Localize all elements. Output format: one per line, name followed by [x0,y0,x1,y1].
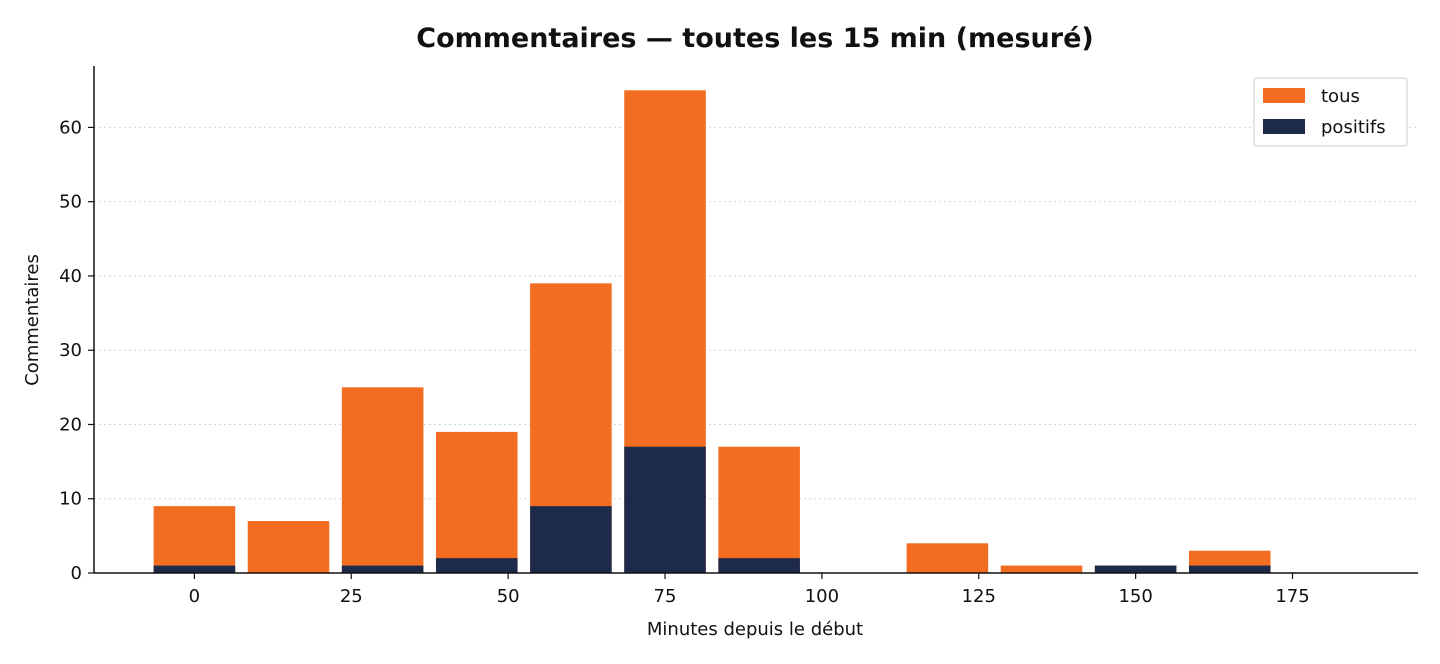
bar-tous-30 [341,387,424,573]
bar-positifs-75 [624,446,706,573]
y-tick-label: 60 [59,117,82,138]
bar-positifs-0 [153,565,236,573]
grid-lines [94,126,1418,500]
bar-tous-45 [435,431,518,573]
tick-labels: 0 10 20 30 40 50 60 0 25 50 75 100 125 150 175 [59,117,1310,607]
x-tick-label: 0 [189,586,200,607]
y-tick-label: 0 [71,563,82,584]
bar-positifs-165 [1188,565,1271,573]
bars [153,90,1271,573]
x-axis-label: Minutes depuis le début [647,619,863,640]
y-tick-label: 10 [59,489,82,510]
bar-tous-120 [906,543,989,573]
axes [93,66,1418,574]
x-tick-label: 150 [1118,586,1152,607]
y-tick-label: 20 [59,414,82,435]
x-tick-label: 100 [805,586,839,607]
y-tick-label: 50 [59,192,82,213]
bar-tous-135 [1000,565,1083,573]
y-tick-label: 30 [59,340,82,361]
bar-positifs-90 [718,558,800,573]
x-tick-label: 50 [497,586,520,607]
chart-title: Commentaires — toutes les 15 min (mesuré… [416,23,1093,54]
y-axis-label: Commentaires [22,254,43,386]
x-tick-label: 175 [1275,586,1309,607]
y-tick-label: 40 [59,266,82,287]
legend-swatch-tous [1263,88,1305,103]
legend: tous positifs [1253,77,1408,147]
bar-positifs-150 [1094,565,1177,573]
bar-tous-0 [153,506,236,573]
x-tick-label: 75 [654,586,677,607]
bar-positifs-30 [341,565,424,573]
legend-label-positifs: positifs [1321,117,1386,138]
x-tick-label: 125 [962,586,996,607]
x-tick-label: 25 [340,586,363,607]
bar-positifs-60 [530,506,612,573]
bar-positifs-45 [435,558,518,573]
bar-tous-15 [247,521,330,573]
legend-label-tous: tous [1321,86,1360,107]
legend-swatch-positifs [1263,119,1305,134]
bar-tous-90 [718,446,800,573]
